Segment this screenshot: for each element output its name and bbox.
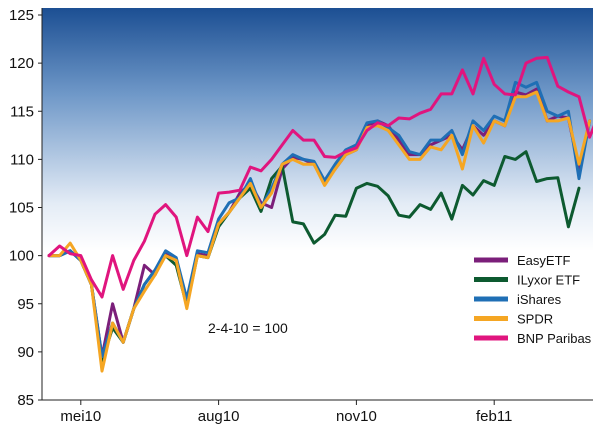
legend-label: iShares <box>517 292 562 307</box>
x-axis-ticks: mei10 aug10 nov10 feb11 <box>60 400 512 425</box>
plot-background <box>42 8 593 400</box>
chart-annotation: 2-4-10 = 100 <box>208 320 288 336</box>
y-tick-label: 85 <box>17 392 34 409</box>
series-line-bnp-paribas <box>47 55 593 299</box>
y-tick-label: 120 <box>9 55 34 72</box>
series-line-ishares <box>47 80 592 359</box>
y-tick-label: 115 <box>10 103 34 120</box>
legend-label: EasyETF <box>517 253 571 268</box>
x-tick-label: mei10 <box>60 408 101 425</box>
series-line-spdr <box>47 90 592 373</box>
x-tick-label: nov10 <box>336 408 377 425</box>
legend-label: BNP Paribas <box>517 331 592 346</box>
series-layer <box>47 55 593 373</box>
x-tick-label: feb11 <box>476 408 512 425</box>
y-tick-label: 110 <box>10 151 34 168</box>
y-axis-ticks: 85 90 95 100 105 110 115 120 125 <box>9 7 42 409</box>
x-tick-label: aug10 <box>198 408 240 425</box>
y-tick-label: 90 <box>17 344 34 361</box>
y-tick-label: 100 <box>9 248 34 265</box>
legend: EasyETF ILyxor ETF iShares SPDR BNP Paribas <box>474 253 592 346</box>
y-tick-label: 105 <box>9 200 34 217</box>
legend-label: SPDR <box>517 312 553 327</box>
legend-label: ILyxor ETF <box>517 273 580 288</box>
y-tick-label: 95 <box>17 296 34 313</box>
y-tick-label: 125 <box>9 7 34 24</box>
